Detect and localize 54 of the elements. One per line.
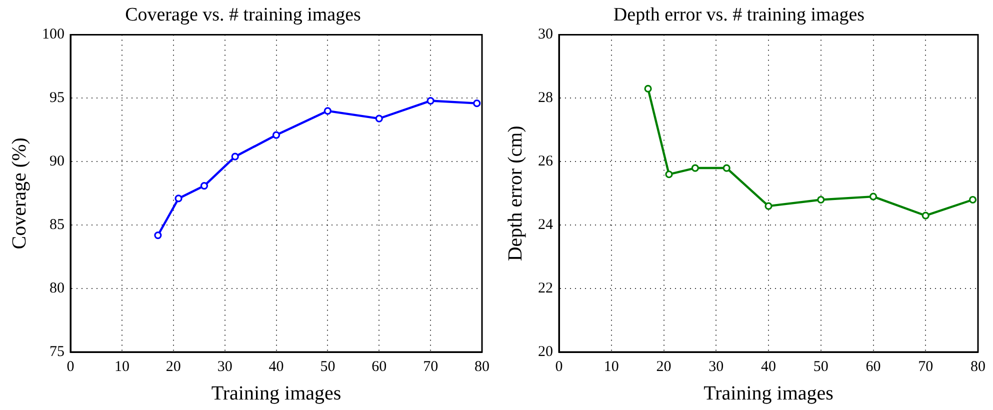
x-tick-label: 60 [866,358,881,375]
point [817,196,825,204]
y-tick-label: 95 [50,90,64,106]
point [922,212,930,220]
point [272,131,280,139]
y-tick-label: 20 [538,344,553,360]
x-tick-label: 80 [474,358,490,375]
y-axis-title: Depth error (cm) [504,126,526,262]
point [200,182,208,190]
point [691,164,699,172]
x-tick-label: 50 [813,358,828,375]
point [154,231,162,240]
x-tick-label: 70 [918,358,934,375]
y-tick-label: 90 [50,154,64,170]
x-tick-label: 40 [268,358,284,375]
x-tick-label: 30 [708,358,724,375]
point [375,114,383,122]
x-tick-label: 30 [217,358,232,375]
x-tick-label: 20 [656,358,672,375]
x-tick-label: 10 [114,358,130,375]
y-tick-label: 85 [50,217,64,234]
point [231,152,239,160]
point [722,164,730,172]
point [174,194,182,202]
x-tick-label: 60 [372,358,387,375]
point [473,100,481,108]
x-tick-label: 20 [166,358,181,375]
y-tick-label: 100 [42,26,64,43]
y-tick-label: 30 [538,26,553,43]
y-tick-label: 26 [538,154,554,170]
point [426,96,434,105]
y-tick-label: 28 [538,90,553,106]
chart-title: Coverage vs. # training images [125,4,361,26]
x-tick-label: 40 [761,358,776,375]
point [644,84,652,93]
x-tick-label: 0 [66,358,74,375]
y-tick-label: 75 [50,344,64,360]
x-tick-label: 70 [423,358,438,375]
x-axis-title: Training images [704,382,834,404]
y-tick-label: 22 [538,280,553,296]
point [764,202,772,210]
point [968,196,977,204]
x-tick-label: 50 [320,358,336,375]
point [665,170,673,178]
y-axis-title: Coverage (%) [8,138,30,250]
x-axis-title: Training images [211,382,342,404]
point [324,107,332,115]
y-tick-label: 80 [50,280,64,296]
x-tick-label: 80 [970,358,986,375]
x-tick-label: 10 [604,358,619,375]
y-tick-label: 24 [538,217,554,234]
chart-title: Depth error vs. # training images [613,4,865,26]
x-tick-label: 0 [555,358,563,375]
point [869,192,878,200]
